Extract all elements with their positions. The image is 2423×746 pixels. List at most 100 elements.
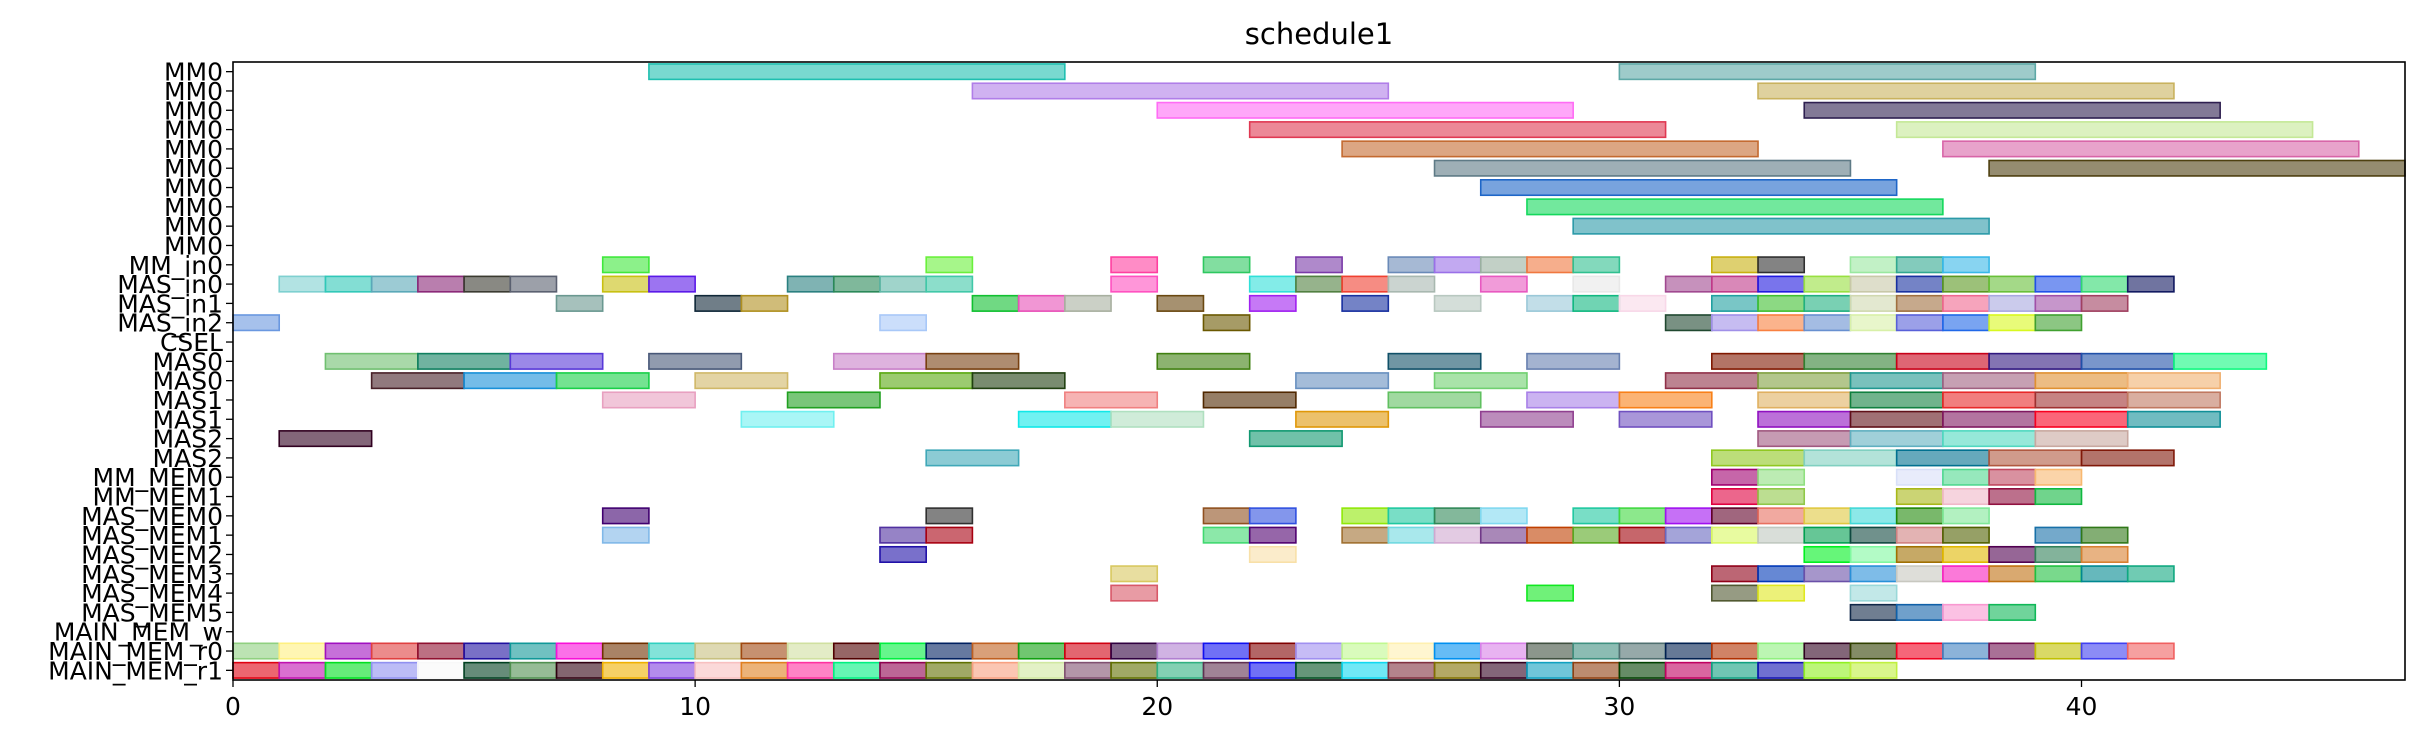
task-bar bbox=[1988, 603, 2037, 621]
task-bar bbox=[1248, 121, 1667, 139]
task-bar bbox=[1572, 642, 1621, 660]
task-bar bbox=[601, 661, 650, 679]
task-bar bbox=[2034, 545, 2083, 563]
task-bar bbox=[786, 391, 881, 409]
task-bar bbox=[1295, 275, 1343, 293]
task-bar bbox=[1479, 275, 1528, 293]
task-bar bbox=[1942, 314, 1990, 332]
task-bar bbox=[1618, 410, 1713, 428]
task-bar bbox=[370, 642, 419, 660]
y-tick-label: MAIN_MEM_r0 bbox=[48, 637, 223, 666]
task-bar bbox=[694, 294, 743, 312]
task-bar bbox=[1387, 642, 1436, 660]
y-tick-label: MAIN_MEM_r1 bbox=[48, 656, 223, 685]
task-bar bbox=[1387, 275, 1436, 293]
task-bar bbox=[786, 642, 835, 660]
task-bar bbox=[1341, 507, 1390, 525]
task-bar bbox=[1572, 217, 1990, 235]
task-bar bbox=[1711, 275, 1759, 293]
task-bar bbox=[1895, 294, 1944, 312]
y-tick-label: MM0 bbox=[164, 58, 223, 87]
task-bar bbox=[601, 526, 650, 544]
task-bar bbox=[1341, 642, 1390, 660]
task-bar bbox=[879, 372, 974, 390]
task-bar bbox=[879, 545, 927, 563]
y-tick-label: MM0 bbox=[164, 96, 223, 125]
task-bar bbox=[232, 661, 281, 679]
task-bar bbox=[1295, 372, 1390, 390]
task-bar bbox=[1433, 256, 1482, 274]
task-bar bbox=[1479, 507, 1528, 525]
task-bar bbox=[601, 275, 650, 293]
task-bar bbox=[971, 82, 1390, 100]
task-bar bbox=[1572, 526, 1621, 544]
task-bar bbox=[1757, 507, 1806, 525]
plot-frame bbox=[232, 61, 2406, 681]
y-tick-label: MM0 bbox=[164, 212, 223, 241]
y-tick-label: MM_in0 bbox=[129, 251, 223, 280]
x-tick-label: 30 bbox=[1603, 692, 1635, 721]
task-bar bbox=[1803, 526, 1852, 544]
task-bar bbox=[1757, 372, 1852, 390]
task-bar bbox=[1942, 294, 1990, 312]
task-bar bbox=[1988, 352, 2083, 370]
task-bar bbox=[555, 294, 604, 312]
task-bar bbox=[1017, 642, 1066, 660]
y-tick-label: MAS_in2 bbox=[117, 309, 223, 338]
y-tick-label: MM0 bbox=[164, 231, 223, 260]
task-bar bbox=[1202, 256, 1251, 274]
task-bar bbox=[1110, 256, 1159, 274]
task-bar bbox=[1387, 256, 1436, 274]
task-bar bbox=[1341, 294, 1390, 312]
task-bar bbox=[1110, 584, 1159, 602]
task-bar bbox=[1757, 82, 2175, 100]
task-bar bbox=[2034, 275, 2083, 293]
task-bar bbox=[324, 642, 373, 660]
task-bar bbox=[1110, 275, 1159, 293]
task-bar bbox=[1711, 642, 1759, 660]
task-bar bbox=[1572, 661, 1621, 679]
task-bar bbox=[2080, 294, 2129, 312]
task-bar bbox=[1526, 198, 1944, 216]
task-bar bbox=[786, 661, 835, 679]
y-tick-label: MAS1 bbox=[153, 405, 223, 434]
task-bar bbox=[1849, 430, 1944, 448]
y-tick-label: MAS_in0 bbox=[117, 270, 223, 299]
y-axis: MM0MM0MM0MM0MM0MM0MM0MM0MM0MM0MM_in0MAS_… bbox=[48, 58, 233, 685]
task-bar bbox=[1942, 140, 2360, 158]
task-bar bbox=[2080, 565, 2129, 583]
task-bar bbox=[879, 661, 927, 679]
task-bar bbox=[694, 642, 743, 660]
task-bar bbox=[925, 275, 974, 293]
chart-title: schedule1 bbox=[1245, 17, 1393, 51]
task-bar bbox=[1248, 545, 1297, 563]
task-bar bbox=[648, 352, 743, 370]
task-bar bbox=[601, 507, 650, 525]
task-bar bbox=[1202, 526, 1251, 544]
task-bar bbox=[1202, 391, 1297, 409]
task-bar bbox=[1248, 642, 1297, 660]
task-bar bbox=[1849, 661, 1898, 679]
task-bar bbox=[2126, 565, 2175, 583]
y-tick-label: CSEL bbox=[160, 328, 223, 357]
task-bar bbox=[1757, 468, 1806, 486]
task-bar bbox=[1433, 642, 1482, 660]
task-bar bbox=[1017, 661, 1066, 679]
task-bar bbox=[1341, 275, 1390, 293]
task-bar bbox=[2126, 372, 2221, 390]
task-bar bbox=[1248, 526, 1297, 544]
task-bar bbox=[1942, 391, 2037, 409]
task-bar bbox=[1757, 391, 1852, 409]
task-bar bbox=[879, 275, 927, 293]
task-bar bbox=[463, 275, 512, 293]
task-bar bbox=[1526, 661, 1574, 679]
task-bar bbox=[1248, 275, 1297, 293]
task-bar bbox=[1295, 256, 1343, 274]
task-bar bbox=[1757, 488, 1806, 506]
task-bar bbox=[1664, 661, 1713, 679]
task-bar bbox=[1803, 275, 1852, 293]
task-bar bbox=[2034, 314, 2083, 332]
task-bar bbox=[1757, 565, 1806, 583]
task-bar bbox=[1803, 449, 1898, 467]
y-tick-label: MAS0 bbox=[153, 367, 223, 396]
